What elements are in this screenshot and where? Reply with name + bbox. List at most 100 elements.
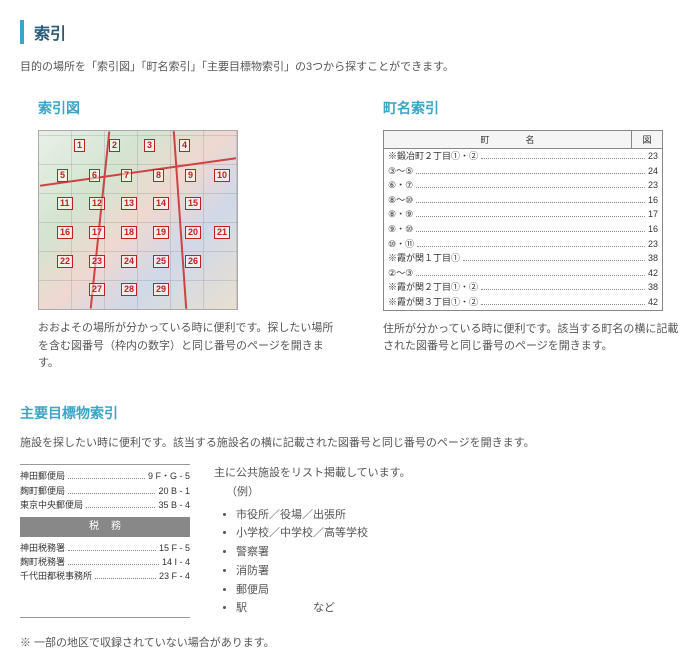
example-item: 警察署 <box>236 543 680 562</box>
town-row: ※霞が関１丁目① 38 <box>384 251 662 266</box>
landmark-list-row: 東京中央郵便局 35 B - 4 <box>20 498 190 512</box>
town-page: 23 <box>648 238 658 251</box>
town-label: ⑧～⑩ <box>388 194 413 207</box>
town-label: ②～③ <box>388 267 413 280</box>
map-grid-number: 22 <box>57 255 73 268</box>
town-label: ⑥・⑦ <box>388 179 413 192</box>
facility-page: 15 F - 5 <box>159 541 190 555</box>
map-grid-number: 17 <box>89 226 105 239</box>
dot-leader <box>481 304 645 305</box>
landmark-lead: 主に公共施設をリスト掲載しています。 <box>214 464 680 483</box>
map-grid-number: 12 <box>89 197 105 210</box>
facility-page: 35 B - 4 <box>158 498 190 512</box>
th-name: 町 名 <box>384 131 632 148</box>
map-grid-number: 1 <box>74 139 85 152</box>
facility-label: 麹町郵便局 <box>20 484 65 498</box>
town-row: ②～③ 42 <box>384 266 662 281</box>
landmark-section: 主要目標物索引 施設を探したい時に便利です。該当する施設名の横に記載された図番号… <box>20 403 680 650</box>
facility-label: 神田郵便局 <box>20 469 65 483</box>
town-page: 38 <box>648 281 658 294</box>
landmark-index-image: 神田郵便局 9 F・G - 5 麹町郵便局 20 B - 1 東京中央郵便局 35 B -… <box>20 464 190 618</box>
town-index-title: 町名索引 <box>365 98 680 118</box>
dot-leader <box>416 275 645 276</box>
town-page: 16 <box>648 194 658 207</box>
map-grid-number: 2 <box>109 139 120 152</box>
map-grid-number: 27 <box>89 283 105 296</box>
town-page: 42 <box>648 267 658 280</box>
town-table-header: 町 名 図 <box>384 131 662 149</box>
intro-text: 目的の場所を「索引図」「町名索引」「主要目標物索引」の3つから探すことができます… <box>20 58 680 74</box>
map-grid-number: 21 <box>214 226 230 239</box>
map-grid-number: 25 <box>153 255 169 268</box>
town-page: 17 <box>648 208 658 221</box>
landmark-list-row: 麹町郵便局 20 B - 1 <box>20 484 190 498</box>
tax-band: 税務 <box>20 517 190 537</box>
map-grid-number: 18 <box>121 226 137 239</box>
dot-leader <box>481 289 645 290</box>
map-grid-number: 29 <box>153 283 169 296</box>
town-row: ③～⑤24 <box>384 164 662 179</box>
page-title: 索引 <box>20 20 680 44</box>
example-item: 駅 など <box>236 599 680 618</box>
landmark-intro: 施設を探したい時に便利です。該当する施設名の横に記載された図番号と同じ番号のペー… <box>20 435 680 453</box>
town-label: ※霞が関２丁目①・② <box>388 281 478 294</box>
index-map-image: 1234567891011121314151617181920212223242… <box>38 130 238 310</box>
town-row: ⑧・⑨17 <box>384 207 662 222</box>
town-row: ⑨・⑩ 16 <box>384 222 662 237</box>
dot-leader <box>68 550 156 551</box>
facility-label: 東京中央郵便局 <box>20 498 83 512</box>
map-grid-number: 7 <box>121 169 132 182</box>
dot-leader <box>95 578 156 579</box>
map-grid-number: 15 <box>185 197 201 210</box>
dot-leader <box>68 478 145 479</box>
facility-page: 9 F・G - 5 <box>148 469 190 483</box>
map-grid-number: 23 <box>89 255 105 268</box>
town-row: ※霞が関３丁目①・② 42 <box>384 295 662 310</box>
facility-label: 神田税務署 <box>20 541 65 555</box>
town-row: ⑧～⑩ 16 <box>384 193 662 208</box>
dot-leader <box>416 202 645 203</box>
facility-page: 20 B - 1 <box>158 484 190 498</box>
map-grid-number: 20 <box>185 226 201 239</box>
town-page: 38 <box>648 252 658 265</box>
map-grid-number: 16 <box>57 226 73 239</box>
map-grid-number: 19 <box>153 226 169 239</box>
map-grid-number: 4 <box>179 139 190 152</box>
dot-leader <box>417 246 645 247</box>
th-page: 図 <box>632 131 662 148</box>
town-label: ※霞が関３丁目①・② <box>388 296 478 309</box>
map-grid-number: 8 <box>153 169 164 182</box>
town-row: ⑩・⑪23 <box>384 237 662 252</box>
dot-leader <box>86 507 155 508</box>
town-index-desc: 住所が分かっている時に便利です。該当する町名の横に記載された図番号と同じ番号のペ… <box>365 321 680 356</box>
example-list: 市役所／役場／出張所小学校／中学校／高等学校警察署消防署郵便局駅 など <box>214 506 680 618</box>
landmark-row: 神田郵便局 9 F・G - 5 麹町郵便局 20 B - 1 東京中央郵便局 35 B -… <box>20 464 680 618</box>
dot-leader <box>68 493 155 494</box>
example-label: （例） <box>214 483 680 502</box>
dot-leader <box>68 564 159 565</box>
two-column-layout: 索引図 123456789101112131415161718192021222… <box>20 98 680 373</box>
example-item: 小学校／中学校／高等学校 <box>236 524 680 543</box>
dot-leader <box>416 216 645 217</box>
map-grid-number: 10 <box>214 169 230 182</box>
town-page: 42 <box>648 296 658 309</box>
dot-leader <box>416 187 645 188</box>
dot-leader <box>463 260 645 261</box>
map-grid-number: 28 <box>121 283 137 296</box>
landmark-title: 主要目標物索引 <box>20 403 680 423</box>
town-row: ※鍛冶町２丁目①・②23 <box>384 149 662 164</box>
town-label: ⑨・⑩ <box>388 223 413 236</box>
town-page: 23 <box>648 179 658 192</box>
index-map-title: 索引図 <box>20 98 335 118</box>
map-road <box>173 131 187 309</box>
map-road <box>40 157 236 187</box>
town-label: ※霞が関１丁目① <box>388 252 460 265</box>
town-page: 16 <box>648 223 658 236</box>
town-index-table: 町 名 図 ※鍛冶町２丁目①・②23③～⑤24⑥・⑦ 23 ⑧～⑩ 16⑧・⑨17⑨・… <box>383 130 663 311</box>
town-page: 23 <box>648 150 658 163</box>
example-item: 消防署 <box>236 562 680 581</box>
town-label: ③～⑤ <box>388 165 413 178</box>
footnote: ※ 一部の地区で収録されていない場合があります。 <box>20 634 680 650</box>
map-grid-number: 9 <box>185 169 196 182</box>
map-grid-number: 3 <box>144 139 155 152</box>
